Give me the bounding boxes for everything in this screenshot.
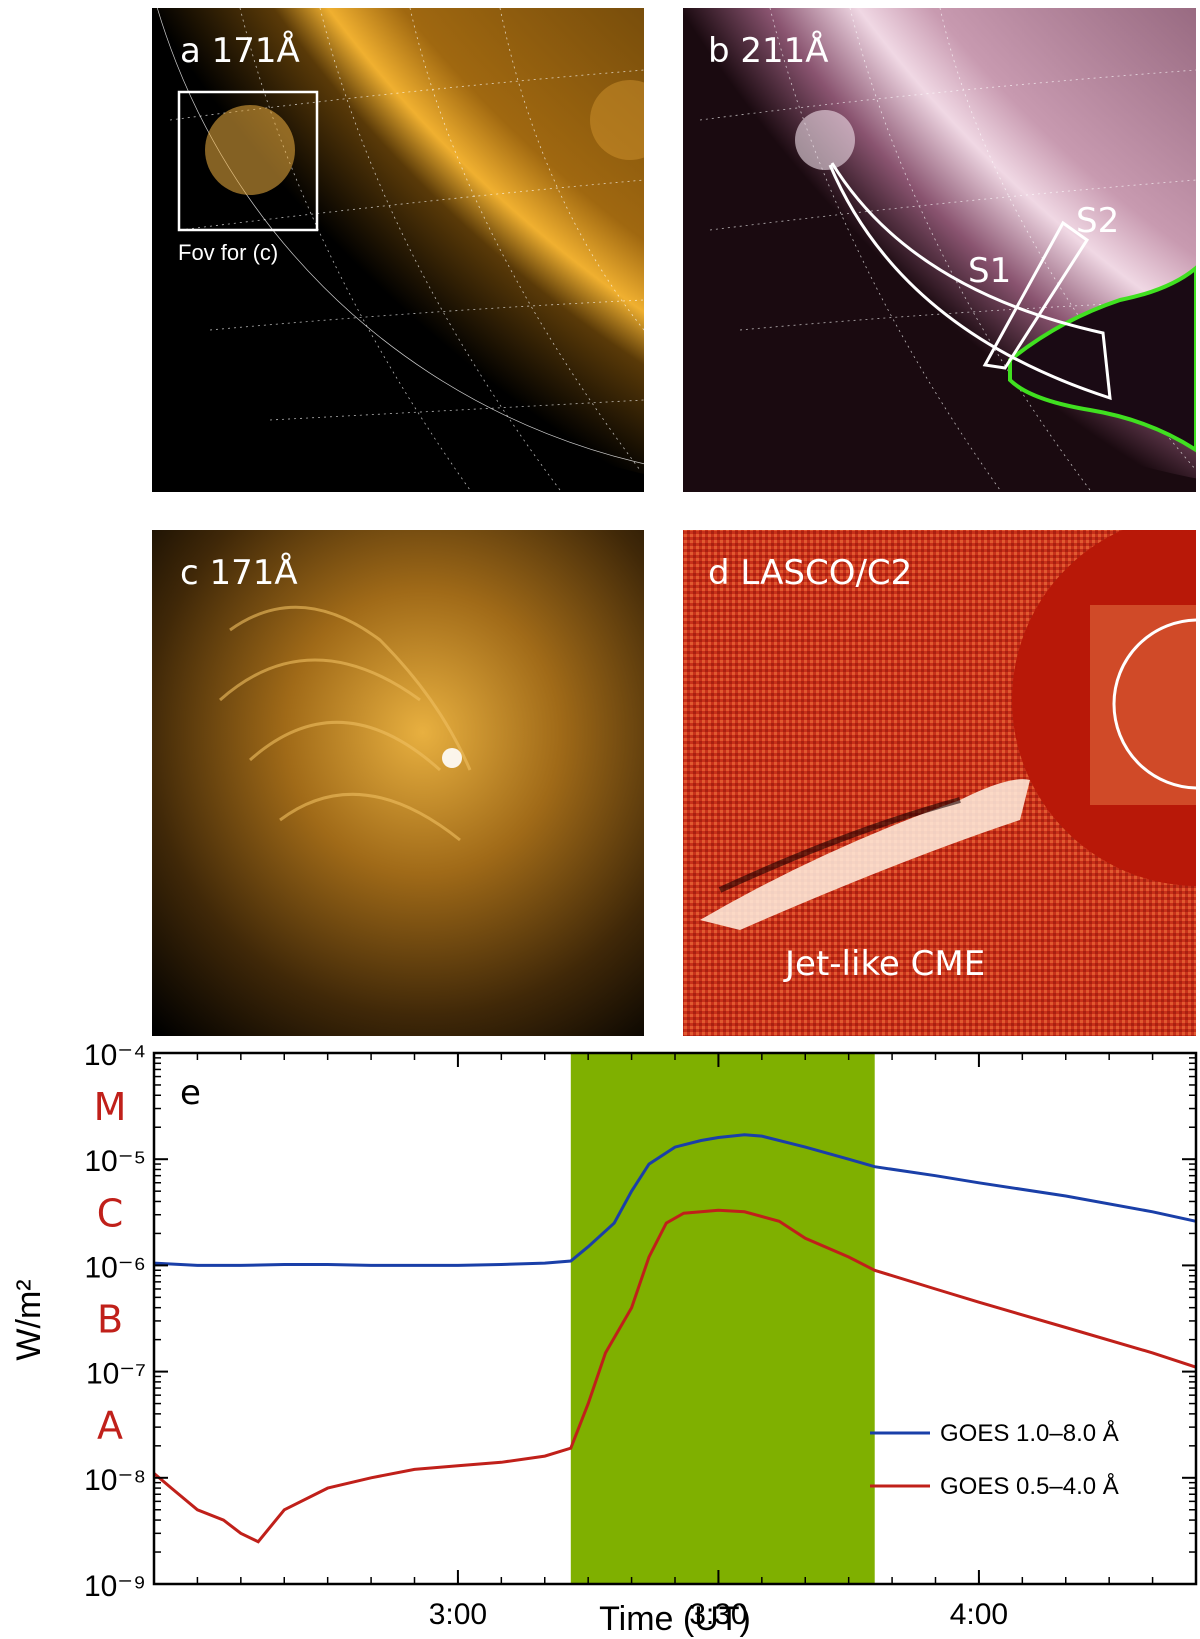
panel-d: d LASCO/C2 Jet-like CME [683, 530, 1196, 1036]
y-tick-label: 10⁻⁹ [84, 1570, 146, 1603]
jet-cme-dark-streak [718, 797, 961, 893]
heliographic-grid [169, 8, 644, 491]
goes-chart: 3:00 3:30 4:00 10⁻⁹ 10⁻⁸ 10⁻⁷ 10⁻⁶ 10⁻⁵ 10⁻⁴ A B C M… [10, 1039, 1198, 1638]
jet-source-glow [795, 110, 855, 170]
panel-a: a 171Å Fov for (c) [152, 8, 644, 492]
panel-b: b 211Å S1 S2 [683, 8, 1196, 492]
legend-label-short: GOES 0.5–4.0 Å [940, 1472, 1119, 1500]
panel-d-label: d LASCO/C2 [708, 553, 912, 593]
fov-caption: Fov for (c) [178, 240, 278, 265]
panel-e-label: e [180, 1073, 201, 1113]
y-tick-label: 10⁻⁶ [84, 1251, 146, 1284]
flare-class-label: A [97, 1404, 123, 1448]
y-axis-label: W/m² [10, 1279, 48, 1360]
x-tick-label: 3:00 [429, 1598, 487, 1631]
flare-class-label: M [94, 1085, 127, 1129]
y-tick-label: 10⁻⁵ [84, 1145, 146, 1178]
panel-c: c 171Å [152, 530, 644, 1036]
jet-cme-bright [700, 779, 1030, 930]
panel-c-image [152, 530, 644, 1036]
cme-caption: Jet-like CME [783, 944, 985, 984]
coronal-hole-contour [1008, 265, 1196, 453]
legend: GOES 1.0–8.0 Å GOES 0.5–4.0 Å [870, 1419, 1119, 1500]
x-tick-label: 4:00 [950, 1598, 1008, 1631]
coronal-loops [219, 605, 472, 842]
series-layer [153, 1133, 1197, 1544]
fov-box [177, 90, 319, 232]
y-tick-label: 10⁻⁸ [84, 1464, 146, 1497]
series-line-0 [153, 1133, 1197, 1267]
active-region-glow-2 [590, 80, 644, 160]
y-tick-label: 10⁻⁷ [86, 1358, 146, 1391]
heliographic-grid-b [699, 8, 1196, 491]
c2-inner-field [1090, 605, 1196, 805]
solar-limb-circle [1112, 618, 1196, 790]
y-tick-label: 10⁻⁴ [84, 1039, 146, 1072]
x-tick-label: 3:30 [689, 1598, 747, 1631]
panel-a-label: a 171Å [180, 30, 300, 71]
axes-layer: 3:00 3:30 4:00 10⁻⁹ 10⁻⁸ 10⁻⁷ 10⁻⁶ 10⁻⁵ 10⁻⁴ A B C M [84, 1039, 1196, 1631]
flare-class-label: C [97, 1191, 124, 1235]
flare-class-label: B [97, 1298, 123, 1342]
slit-s1-label: S1 [968, 251, 1011, 291]
slit-s1 [828, 162, 1112, 401]
x-axis-label: Time (UT) [599, 1600, 751, 1638]
slit-s2 [982, 220, 1090, 370]
panel-c-label: c 171Å [180, 552, 298, 593]
jet-footpoint [442, 748, 462, 768]
legend-label-long: GOES 1.0–8.0 Å [940, 1419, 1119, 1447]
flare-interval-shade [570, 1053, 875, 1584]
active-region-glow [205, 105, 295, 195]
slit-s2-label: S2 [1076, 201, 1119, 241]
panel-b-label: b 211Å [708, 30, 829, 71]
series-line-1 [153, 1208, 1197, 1544]
